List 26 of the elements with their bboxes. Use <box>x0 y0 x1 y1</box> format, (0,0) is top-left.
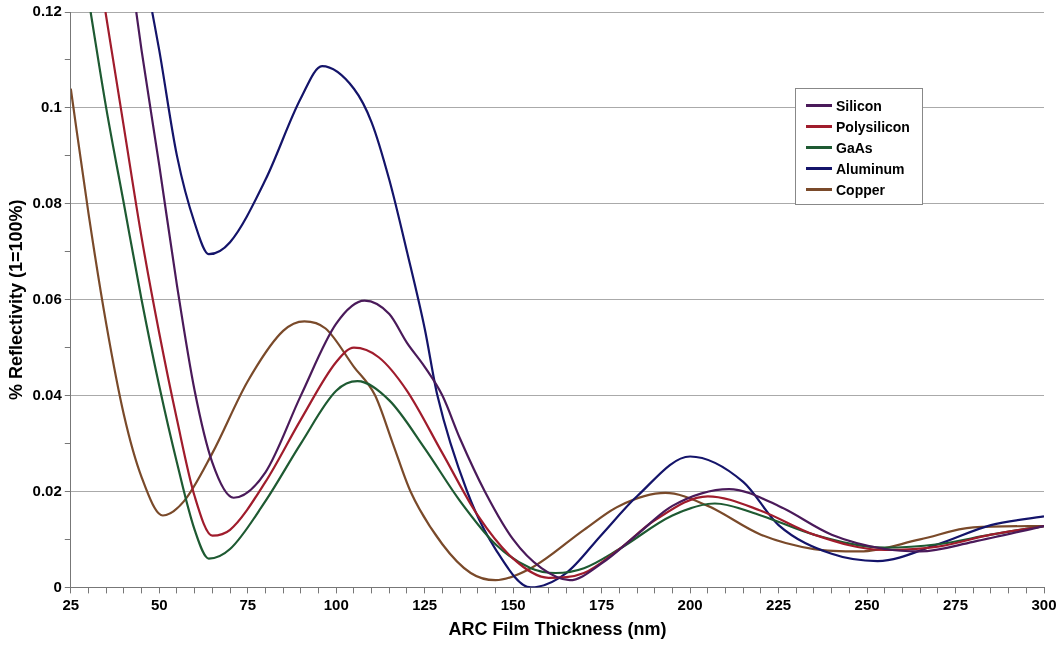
y-tick-label: 0.1 <box>40 98 62 116</box>
x-tick-label: 275 <box>943 595 969 613</box>
x-tick-label: 100 <box>323 595 349 613</box>
legend-label: Copper <box>836 181 885 198</box>
y-tick-label: 0.12 <box>32 2 62 20</box>
y-tick-label: 0 <box>53 577 62 595</box>
y-tick-label: 0.06 <box>32 289 62 307</box>
x-tick-label: 175 <box>589 595 615 613</box>
legend-label: Silicon <box>836 97 882 114</box>
x-tick-label: 50 <box>150 595 168 613</box>
y-tick-label: 0.04 <box>32 385 63 403</box>
legend-label: Polysilicon <box>836 118 910 135</box>
y-axis-title: % Reflectivity (1=100%) <box>5 199 26 400</box>
legend-label: Aluminum <box>836 160 905 177</box>
x-tick-label: 250 <box>854 595 880 613</box>
x-tick-label: 200 <box>677 595 703 613</box>
y-tick-label: 0.02 <box>32 481 62 499</box>
x-tick-label: 150 <box>500 595 526 613</box>
x-tick-label: 25 <box>62 595 80 613</box>
y-tick-label: 0.08 <box>32 193 62 211</box>
legend-label: GaAs <box>836 139 873 156</box>
x-tick-label: 75 <box>239 595 257 613</box>
x-tick-label: 225 <box>766 595 792 613</box>
x-tick-label: 300 <box>1031 595 1057 613</box>
x-tick-label: 125 <box>412 595 438 613</box>
x-axis-title: ARC Film Thickness (nm) <box>448 619 667 640</box>
